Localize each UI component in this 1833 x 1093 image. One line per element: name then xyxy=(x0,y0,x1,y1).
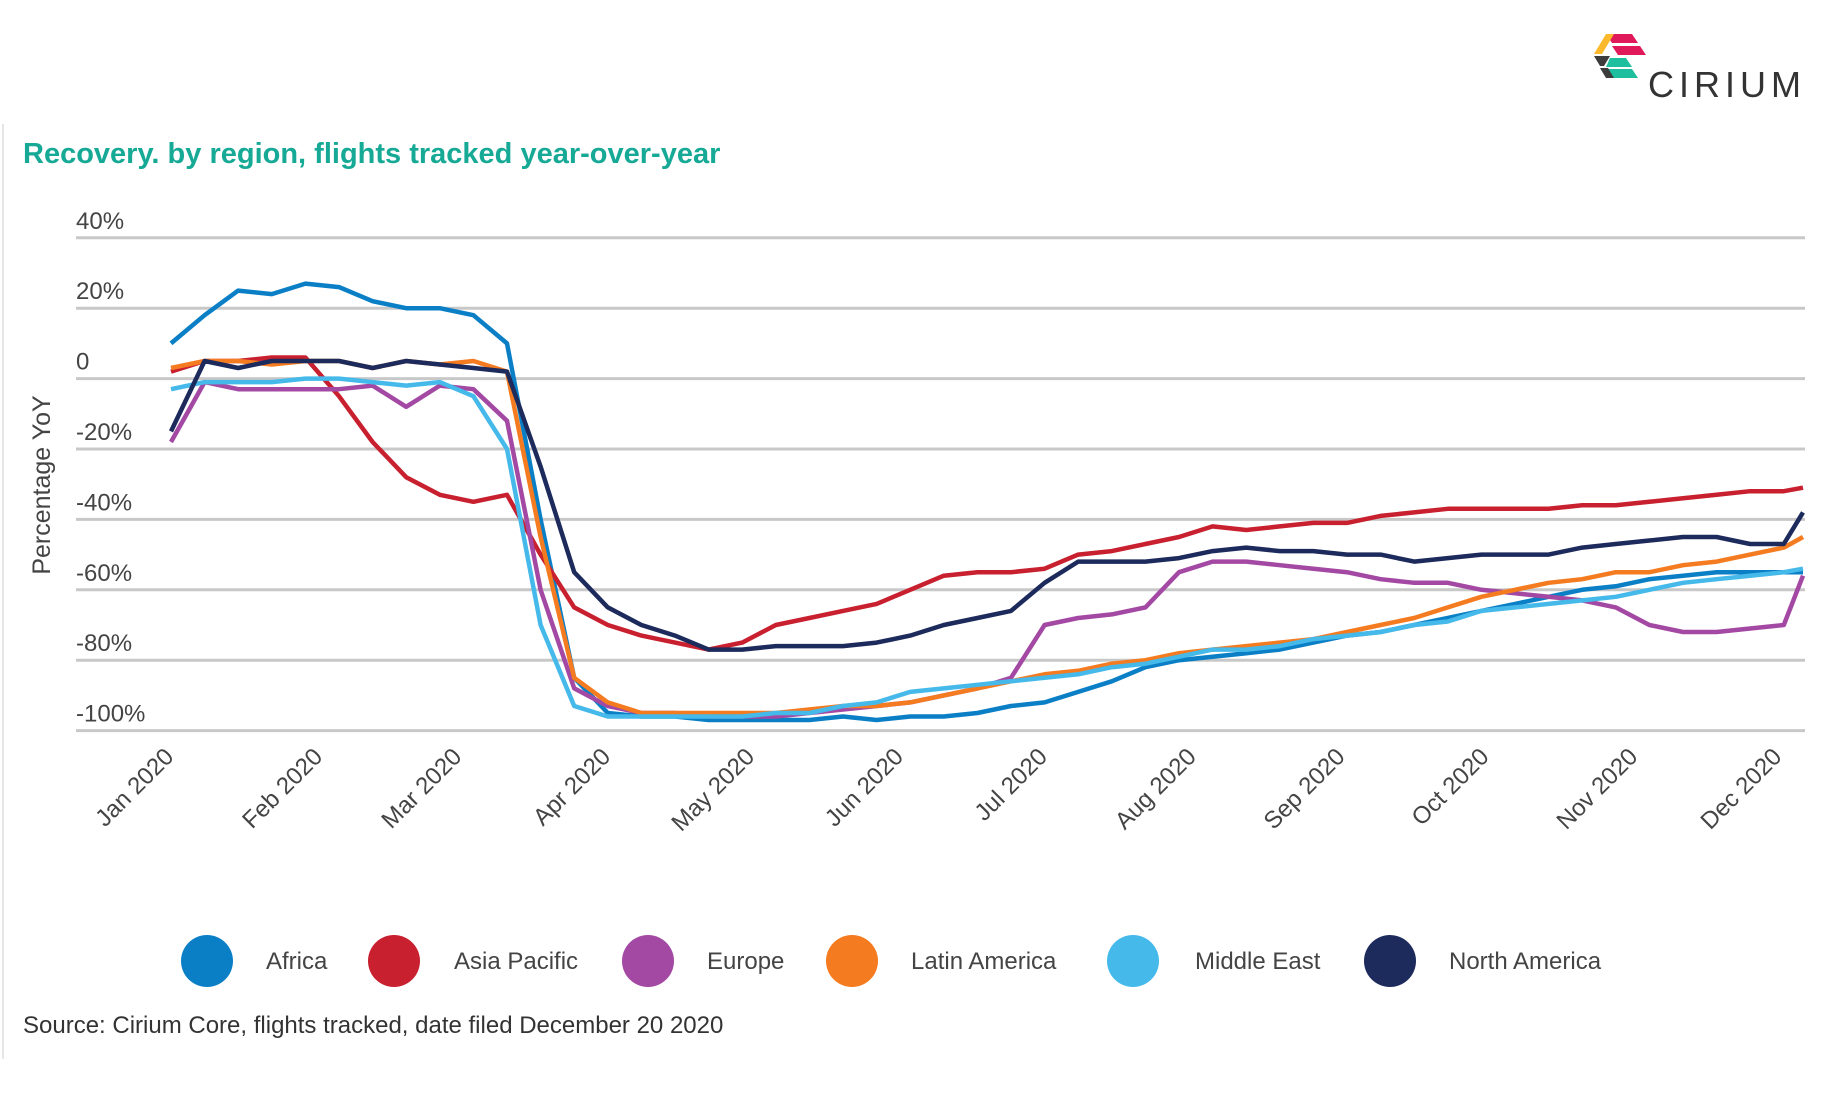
y-tick-label: -100% xyxy=(76,701,145,728)
x-tick-label: Nov 2020 xyxy=(1551,743,1643,835)
series-line-north-america xyxy=(168,358,1805,652)
series-line-africa xyxy=(169,281,1803,723)
legend-swatch-latin-america xyxy=(826,935,878,987)
legend-swatch-north-america xyxy=(1364,935,1416,987)
y-tick-label: 40% xyxy=(76,208,124,235)
y-tick-label: 20% xyxy=(76,278,124,305)
x-tick-label: Jun 2020 xyxy=(820,743,909,832)
x-tick-label: Apr 2020 xyxy=(528,743,616,831)
x-tick-label: Aug 2020 xyxy=(1110,743,1202,835)
series-line-middle-east xyxy=(170,376,1804,719)
legend-swatch-middle-east xyxy=(1107,935,1159,987)
cirium-logo-icon xyxy=(1594,34,1646,78)
x-tick-label: Oct 2020 xyxy=(1406,743,1494,831)
chart-title: Recovery. by region, flights tracked yea… xyxy=(23,138,721,170)
x-tick-label: Mar 2020 xyxy=(376,743,467,834)
legend-swatch-asia-pacific xyxy=(368,935,420,987)
source-note: Source: Cirium Core, flights tracked, da… xyxy=(23,1012,724,1039)
legend-label-africa: Africa xyxy=(266,948,328,975)
x-tick-label: Jan 2020 xyxy=(90,743,179,832)
x-tick-label: Sep 2020 xyxy=(1259,743,1351,835)
legend-label-europe: Europe xyxy=(707,948,784,975)
y-tick-label: -80% xyxy=(76,630,132,657)
left-border xyxy=(2,124,4,1059)
y-tick-label: -60% xyxy=(76,560,132,587)
y-tick-label: -20% xyxy=(76,419,132,446)
x-tick-label: Jul 2020 xyxy=(970,743,1053,826)
legend-label-asia-pacific: Asia Pacific xyxy=(454,948,578,975)
y-axis-title: Percentage YoY xyxy=(28,395,56,575)
x-tick-label: May 2020 xyxy=(666,743,760,837)
series-line-asia-pacific xyxy=(170,355,1804,652)
legend-label-latin-america: Latin America xyxy=(911,948,1057,975)
x-tick-label: Dec 2020 xyxy=(1695,743,1787,835)
x-tick-label: Feb 2020 xyxy=(237,743,328,834)
legend-label-middle-east: Middle East xyxy=(1195,948,1321,975)
y-tick-label: -40% xyxy=(76,489,132,516)
legend-swatch-africa xyxy=(181,935,233,987)
legend-label-north-america: North America xyxy=(1449,948,1602,975)
legend-swatch-europe xyxy=(622,935,674,987)
cirium-logo: CIRIUM xyxy=(1592,34,1822,105)
series-line-europe xyxy=(169,379,1806,719)
logo-text: CIRIUM xyxy=(1648,64,1806,105)
y-tick-label: 0 xyxy=(76,349,89,376)
